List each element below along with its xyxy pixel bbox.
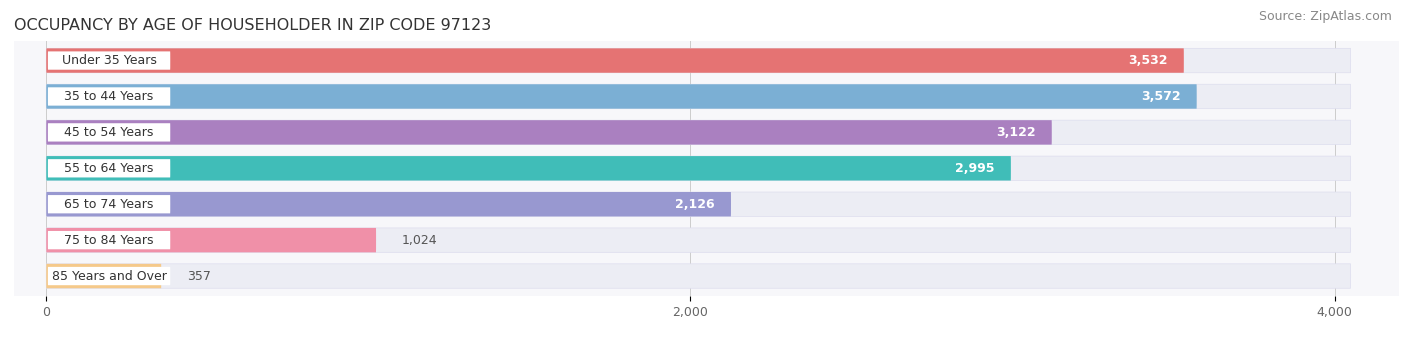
FancyBboxPatch shape xyxy=(48,123,170,141)
Text: 2,126: 2,126 xyxy=(675,198,714,211)
Text: Under 35 Years: Under 35 Years xyxy=(62,54,156,67)
Text: 1,024: 1,024 xyxy=(402,234,437,246)
FancyBboxPatch shape xyxy=(46,192,731,217)
Text: Source: ZipAtlas.com: Source: ZipAtlas.com xyxy=(1258,10,1392,23)
FancyBboxPatch shape xyxy=(46,48,1184,73)
FancyBboxPatch shape xyxy=(48,195,170,214)
FancyBboxPatch shape xyxy=(48,87,170,106)
FancyBboxPatch shape xyxy=(46,48,1351,73)
FancyBboxPatch shape xyxy=(46,84,1197,109)
FancyBboxPatch shape xyxy=(48,51,170,70)
FancyBboxPatch shape xyxy=(46,120,1351,144)
Text: 55 to 64 Years: 55 to 64 Years xyxy=(65,162,153,175)
FancyBboxPatch shape xyxy=(46,228,1351,252)
FancyBboxPatch shape xyxy=(46,264,1351,288)
Text: 3,572: 3,572 xyxy=(1142,90,1181,103)
FancyBboxPatch shape xyxy=(46,156,1011,181)
FancyBboxPatch shape xyxy=(46,156,1351,181)
FancyBboxPatch shape xyxy=(46,264,162,288)
FancyBboxPatch shape xyxy=(48,231,170,249)
FancyBboxPatch shape xyxy=(46,192,1351,217)
Text: 3,532: 3,532 xyxy=(1128,54,1168,67)
FancyBboxPatch shape xyxy=(48,267,170,285)
FancyBboxPatch shape xyxy=(48,159,170,177)
Text: 45 to 54 Years: 45 to 54 Years xyxy=(65,126,153,139)
Text: OCCUPANCY BY AGE OF HOUSEHOLDER IN ZIP CODE 97123: OCCUPANCY BY AGE OF HOUSEHOLDER IN ZIP C… xyxy=(14,18,491,33)
Text: 75 to 84 Years: 75 to 84 Years xyxy=(65,234,153,246)
FancyBboxPatch shape xyxy=(46,120,1052,144)
FancyBboxPatch shape xyxy=(46,228,375,252)
Text: 2,995: 2,995 xyxy=(955,162,995,175)
Text: 357: 357 xyxy=(187,270,211,283)
Text: 85 Years and Over: 85 Years and Over xyxy=(52,270,166,283)
Text: 3,122: 3,122 xyxy=(995,126,1036,139)
Text: 65 to 74 Years: 65 to 74 Years xyxy=(65,198,153,211)
Text: 35 to 44 Years: 35 to 44 Years xyxy=(65,90,153,103)
FancyBboxPatch shape xyxy=(46,84,1351,109)
